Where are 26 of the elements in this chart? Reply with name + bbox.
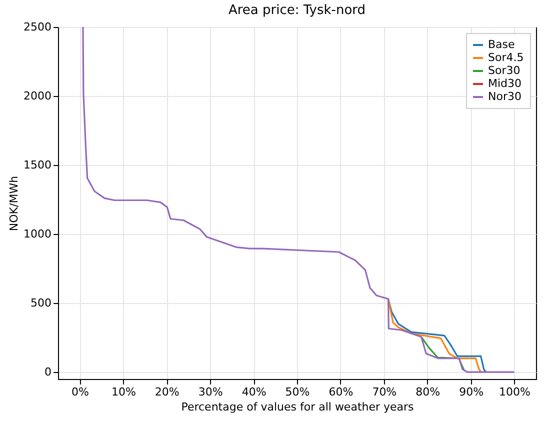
y-tick-label: 2000	[24, 90, 52, 103]
x-tick-label: 30%	[198, 386, 223, 398]
x-tick-label: 90%	[459, 386, 484, 398]
chart-title: Area price: Tysk-nord	[228, 3, 366, 18]
x-axis-title: Percentage of values for all weather years	[181, 400, 414, 414]
x-tick-label: 0%	[72, 386, 89, 398]
x-tick-label: 70%	[372, 386, 397, 398]
x-tick-label: 100%	[499, 386, 530, 398]
y-axis-title: NOK/MWh	[8, 176, 21, 232]
y-tick-label: 0	[44, 366, 52, 379]
x-tick-label: 10%	[111, 386, 136, 398]
x-tick-label: 50%	[285, 386, 310, 398]
legend-label: Nor30	[488, 90, 522, 103]
legend-label: Base	[488, 38, 516, 51]
legend-label: Mid30	[488, 77, 522, 90]
y-tick-label: 500	[30, 296, 52, 310]
y-tick-label: 1500	[24, 158, 52, 172]
x-tick-label: 80%	[416, 386, 440, 398]
y-tick-label: 1000	[24, 228, 52, 241]
x-tick-label: 20%	[154, 386, 180, 398]
legend-label: Sor4.5	[488, 51, 524, 64]
x-tick-label: 60%	[328, 386, 354, 398]
legend-label: Sor30	[488, 64, 520, 77]
x-tick-label: 40%	[242, 386, 266, 398]
y-tick-label: 2500	[24, 20, 52, 34]
line-series	[420, 336, 466, 372]
